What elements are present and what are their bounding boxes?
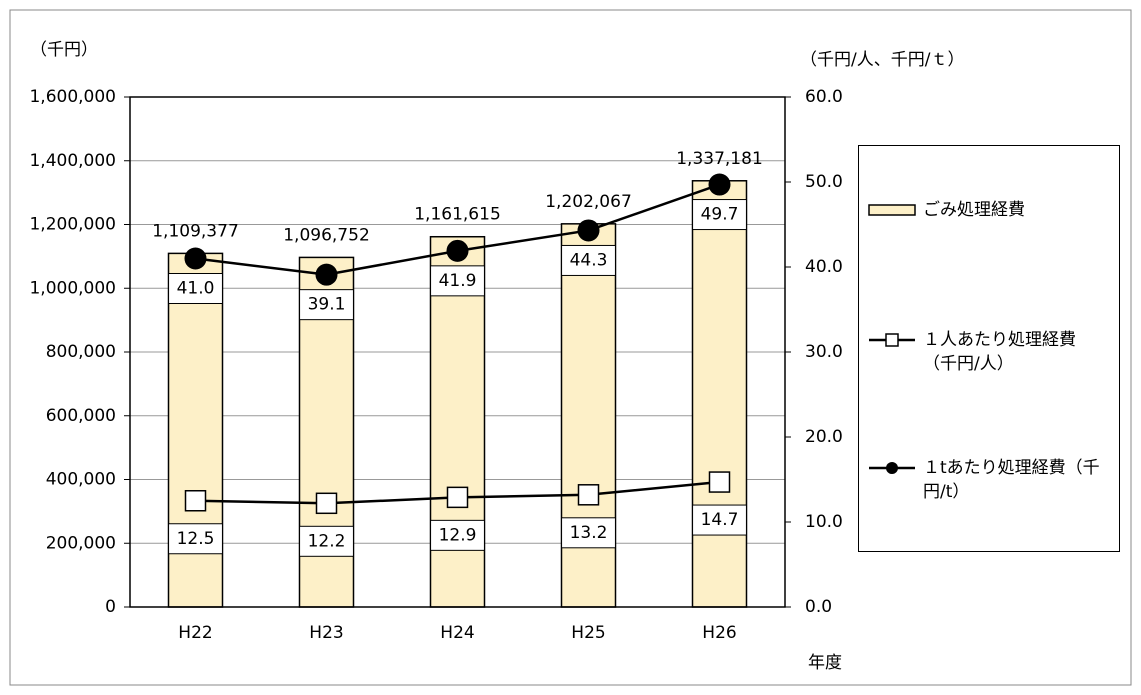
label-box — [430, 265, 485, 297]
label-box — [692, 199, 747, 231]
label-box — [168, 273, 223, 304]
y-tick-label: 1,400,000 — [29, 151, 116, 171]
y2-axis-title: （千円/人、千円/ｔ） — [800, 50, 964, 70]
x-axis-title: 年度 — [808, 653, 842, 673]
marker — [315, 492, 338, 515]
x-tick-label: H24 — [440, 623, 474, 643]
frame — [9, 9, 1132, 686]
y2-tick-label: 40.0 — [805, 257, 843, 277]
bar — [560, 223, 617, 608]
x-tick-label: H26 — [702, 623, 736, 643]
label-box — [299, 289, 354, 321]
y2-tick-label: 10.0 — [805, 512, 843, 532]
y2-tick-label: 60.0 — [805, 87, 843, 107]
swatch-marker — [885, 333, 899, 347]
y-tick-label: 1,000,000 — [29, 278, 116, 298]
data-label: 14.7 — [701, 510, 739, 530]
y-tick-label: 1,600,000 — [29, 87, 116, 107]
label-box — [299, 525, 354, 557]
data-label: 39.1 — [308, 295, 346, 315]
legend-swatch — [869, 462, 915, 474]
legend-entry: １tあたり処理経費（千円/t） — [867, 456, 1108, 504]
marker — [577, 219, 600, 242]
data-label: 1,109,377 — [152, 221, 239, 241]
marker — [446, 486, 469, 509]
y-axis-title: （千円） — [30, 40, 98, 60]
swatch — [868, 204, 916, 216]
legend-entry: １人あたり処理経費（千円/人） — [867, 328, 1108, 376]
data-label: 41.0 — [177, 279, 215, 299]
y-tick-label: 1,200,000 — [29, 215, 116, 235]
y-tick-label: 200,000 — [46, 533, 116, 553]
label-box — [430, 519, 485, 551]
y-tick-label: 800,000 — [46, 342, 116, 362]
y-tick-label: 600,000 — [46, 406, 116, 426]
y2-tick-label: 0.0 — [805, 597, 832, 617]
data-label: 41.9 — [439, 271, 477, 291]
x-tick-label: H22 — [178, 623, 212, 643]
data-label: 12.5 — [177, 529, 215, 549]
data-label: 1,161,615 — [414, 205, 501, 225]
legend-swatch — [868, 204, 916, 216]
plot-border — [129, 96, 786, 608]
bar — [691, 180, 748, 608]
legend: ごみ処理経費 １人あたり処理経費（千円/人） １tあたり処理経費（千円/t） — [858, 145, 1120, 552]
data-label: 13.2 — [570, 523, 608, 543]
label-box — [168, 523, 223, 555]
marker — [315, 263, 338, 286]
legend-label: １人あたり処理経費（千円/人） — [923, 330, 1076, 374]
data-label: 1,337,181 — [676, 149, 763, 169]
marker — [708, 173, 731, 196]
marker — [708, 471, 731, 493]
y-tick-label: 400,000 — [46, 470, 116, 490]
x-tick-label: H25 — [571, 623, 605, 643]
data-label: 1,096,752 — [283, 225, 370, 245]
label-box — [692, 504, 747, 536]
legend-entry: ごみ処理経費 — [867, 198, 1108, 222]
data-label: 12.9 — [439, 525, 477, 545]
data-label: 44.3 — [570, 250, 608, 270]
label-box — [561, 517, 616, 549]
marker — [577, 484, 600, 506]
y2-tick-label: 50.0 — [805, 172, 843, 192]
marker — [184, 490, 207, 512]
y-tick-label: 0 — [105, 597, 116, 617]
data-label: 12.2 — [308, 531, 346, 551]
data-label: 49.7 — [701, 205, 739, 225]
legend-label: １tあたり処理経費（千円/t） — [923, 458, 1100, 502]
y2-tick-label: 30.0 — [805, 342, 843, 362]
label-box — [561, 244, 616, 276]
legend-label: ごみ処理経費 — [923, 200, 1025, 220]
x-tick-label: H23 — [309, 623, 343, 643]
data-label: 1,202,067 — [545, 192, 632, 212]
marker — [446, 239, 469, 262]
y2-tick-label: 20.0 — [805, 427, 843, 447]
legend-swatch — [869, 333, 915, 347]
swatch-marker — [886, 462, 898, 474]
marker — [184, 247, 207, 270]
